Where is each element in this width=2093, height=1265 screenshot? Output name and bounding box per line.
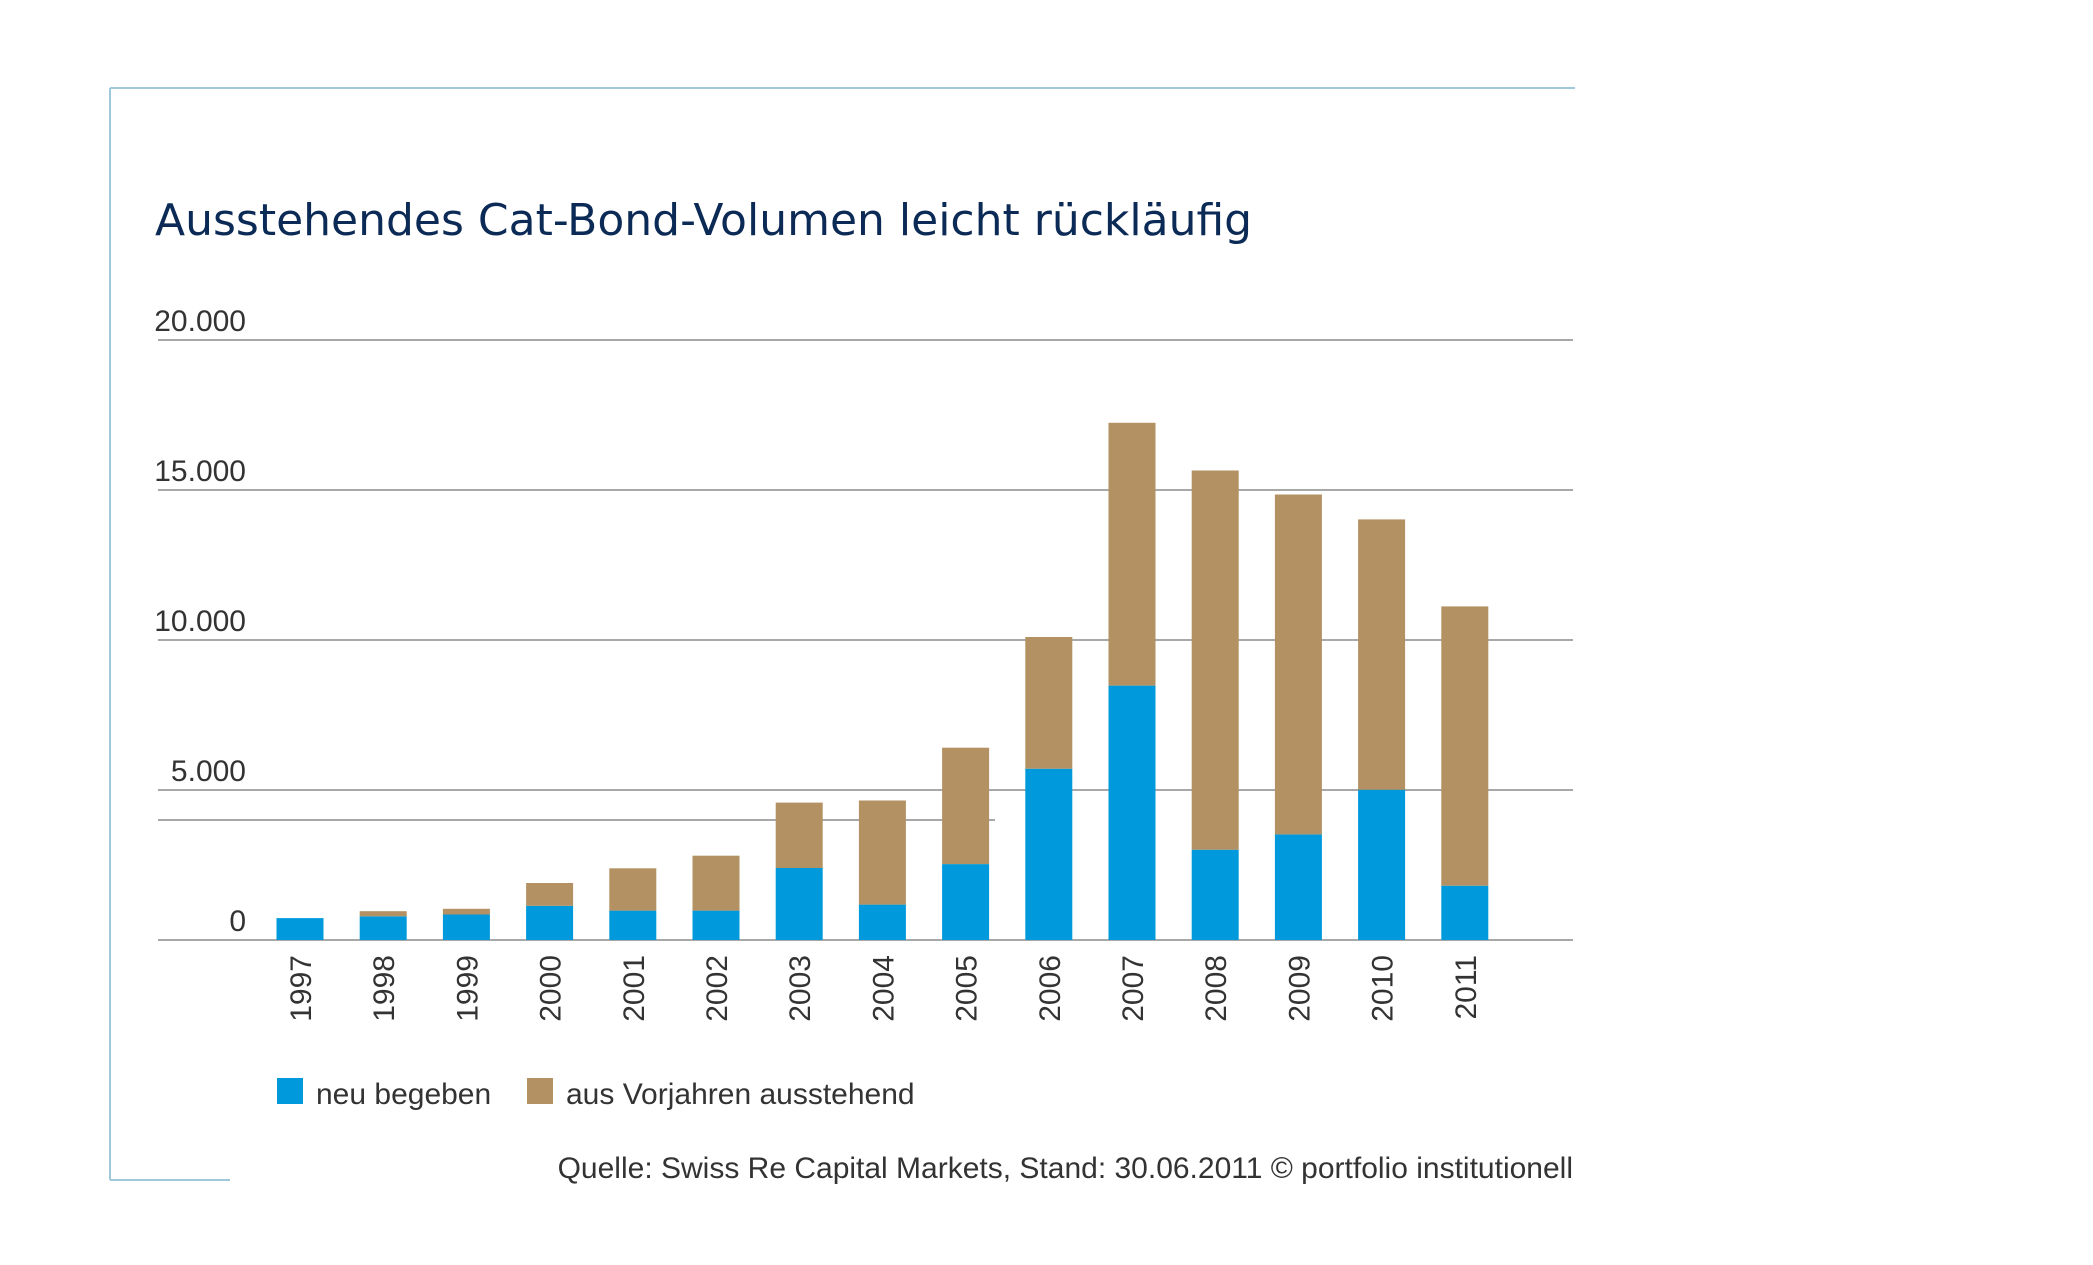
y-tick-label: 5.000 — [171, 755, 246, 788]
legend-swatch-aus-vorjahren — [527, 1078, 553, 1104]
bar-2008-neu-begeben — [1191, 849, 1239, 940]
x-tick-label: 2009 — [1283, 955, 1316, 1022]
bar-2010-aus-vorjahren — [1358, 519, 1406, 790]
bar-2000-neu-begeben — [526, 905, 574, 940]
bar-2002-aus-vorjahren — [692, 855, 740, 911]
x-tick-label: 2006 — [1034, 955, 1067, 1022]
bar-1999-neu-begeben — [442, 914, 490, 940]
x-tick-label: 2008 — [1200, 955, 1233, 1022]
bar-2003-aus-vorjahren — [775, 802, 823, 868]
y-axis-ticks: 0 5.000 10.000 15.000 20.000 — [154, 305, 246, 938]
x-axis-ticks: 1997 1998 1999 2000 2001 2002 2003 2004 2005 2006… — [285, 955, 1483, 1022]
x-tick-label: 2002 — [701, 955, 734, 1022]
bar-2009-aus-vorjahren — [1274, 494, 1322, 835]
x-tick-label: 1999 — [451, 955, 484, 1022]
bar-2005-neu-begeben — [942, 864, 990, 940]
bar-2008-aus-vorjahren — [1191, 470, 1239, 850]
legend-label-aus-vorjahren: aus Vorjahren ausstehend — [566, 1078, 915, 1111]
bar-1999-aus-vorjahren — [442, 908, 490, 915]
y-tick-label: 20.000 — [154, 305, 246, 338]
bar-2006-aus-vorjahren — [1025, 637, 1073, 769]
x-tick-label: 2005 — [951, 955, 984, 1022]
bar-2009-neu-begeben — [1274, 834, 1322, 940]
bar-2004-aus-vorjahren — [858, 800, 906, 905]
bar-2001-aus-vorjahren — [609, 868, 657, 911]
bar-1998-aus-vorjahren — [359, 911, 407, 917]
x-tick-label: 2000 — [535, 955, 568, 1022]
legend: neu begeben aus Vorjahren ausstehend — [277, 1078, 915, 1111]
bar-2006-neu-begeben — [1025, 768, 1073, 940]
bar-2010-neu-begeben — [1358, 789, 1406, 940]
bar-2003-neu-begeben — [775, 868, 823, 940]
bar-2005-aus-vorjahren — [942, 747, 990, 865]
bar-2007-neu-begeben — [1108, 685, 1156, 940]
bar-2002-neu-begeben — [692, 910, 740, 940]
x-tick-label: 2007 — [1117, 955, 1150, 1022]
y-tick-label: 0 — [229, 905, 246, 938]
bar-1997-neu-begeben — [276, 918, 324, 940]
x-tick-label: 2011 — [1450, 955, 1483, 1020]
bar-1998-neu-begeben — [359, 916, 407, 940]
bar-2007-aus-vorjahren — [1108, 422, 1156, 686]
bar-2011-neu-begeben — [1441, 885, 1489, 940]
legend-label-neu-begeben: neu begeben — [316, 1078, 491, 1111]
y-tick-label: 15.000 — [154, 455, 246, 488]
source-note: Quelle: Swiss Re Capital Markets, Stand:… — [558, 1152, 1573, 1185]
x-tick-label: 1997 — [285, 955, 318, 1022]
bar-2001-neu-begeben — [609, 910, 657, 940]
legend-swatch-neu-begeben — [277, 1078, 303, 1104]
x-tick-label: 2001 — [618, 955, 651, 1022]
x-tick-label: 1998 — [368, 955, 401, 1022]
x-tick-label: 2003 — [784, 955, 817, 1022]
bar-2004-neu-begeben — [858, 904, 906, 940]
bars — [276, 422, 1489, 940]
bar-2000-aus-vorjahren — [526, 883, 574, 906]
chart-title: Ausstehendes Cat-Bond-Volumen leicht rüc… — [155, 195, 1252, 246]
x-tick-label: 2010 — [1367, 955, 1400, 1022]
x-tick-label: 2004 — [867, 955, 900, 1022]
bar-2011-aus-vorjahren — [1441, 606, 1489, 886]
frame — [109, 87, 1575, 1181]
y-tick-label: 10.000 — [154, 605, 246, 638]
